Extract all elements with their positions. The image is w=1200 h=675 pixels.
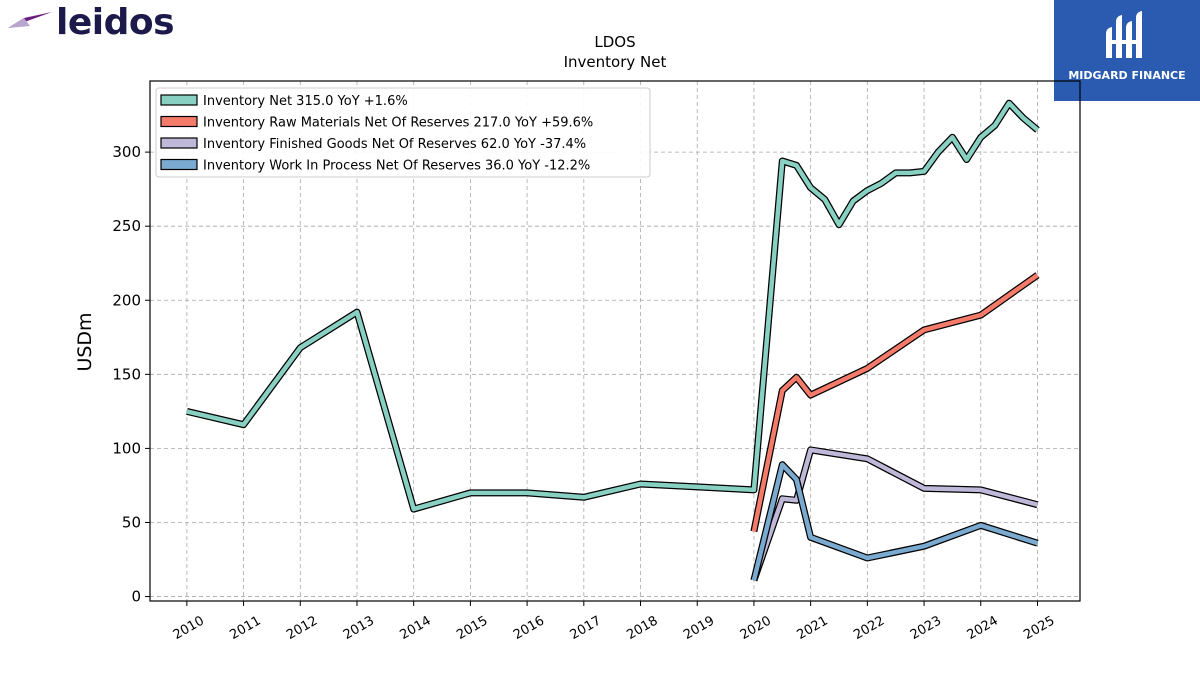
chart-subtitle: Inventory Net (564, 53, 667, 71)
x-tick-label-12: 2022 (851, 613, 887, 643)
x-tick-label-13: 2023 (908, 613, 944, 643)
x-tick-label-4: 2014 (398, 613, 434, 643)
midgard-finance-logo: MIDGARD FINANCE (1054, 0, 1200, 101)
series-line-3 (750, 461, 1039, 582)
x-tick-label-1: 2011 (227, 613, 263, 643)
x-tick-label-7: 2017 (568, 613, 604, 643)
legend-label-0: Inventory Net 315.0 YoY +1.6% (203, 94, 408, 109)
y-tick-label-2: 100 (112, 439, 141, 457)
series-line-0 (186, 99, 1040, 513)
legend: Inventory Net 315.0 YoY +1.6% Inventory R… (155, 87, 651, 178)
leidos-logo: leidos (6, 2, 176, 50)
x-tick-label-14: 2024 (965, 613, 1001, 643)
series-outline-2 (750, 446, 1039, 582)
x-tick-label-11: 2021 (794, 613, 830, 643)
legend-label-3: Inventory Work In Process Net Of Reserve… (203, 159, 590, 174)
y-axis-label: USDm (74, 312, 96, 371)
x-tick-label-10: 2020 (738, 613, 774, 643)
x-tick-label-8: 2018 (624, 613, 660, 643)
series-core-2 (751, 447, 1039, 582)
x-tick-label-2: 2012 (284, 613, 320, 643)
series-core-3 (751, 462, 1039, 581)
chart-title: LDOS (594, 33, 635, 51)
legend-swatch-2 (160, 137, 198, 149)
series-line-2 (750, 446, 1039, 582)
midgard-brand-text: MIDGARD FINANCE (1068, 69, 1186, 82)
legend-swatch-3 (160, 158, 198, 171)
y-tick-label-6: 300 (112, 143, 141, 161)
plot-frame (149, 80, 1081, 602)
series-core-0 (186, 100, 1039, 512)
y-tick-label-1: 50 (122, 513, 141, 531)
x-tick-label-15: 2025 (1021, 613, 1057, 643)
legend-swatch-1 (160, 115, 198, 128)
legend-swatch-0 (160, 94, 198, 106)
midgard-logo-mark (1106, 11, 1142, 58)
x-tick-label-3: 2013 (341, 613, 377, 643)
x-tick-label-5: 2015 (454, 613, 490, 643)
leidos-logo-mark (8, 12, 52, 28)
x-tick-label-9: 2019 (681, 613, 717, 643)
y-tick-label-5: 250 (112, 217, 141, 235)
y-tick-label-0: 0 (131, 588, 141, 606)
x-tick-label-6: 2016 (511, 613, 547, 643)
series-core-1 (751, 273, 1039, 532)
legend-label-1: Inventory Raw Materials Net Of Reserves … (203, 116, 593, 131)
y-tick-label-4: 200 (112, 291, 141, 309)
legend-box (155, 87, 651, 178)
x-tick-label-0: 2010 (171, 613, 207, 643)
series-line-1 (750, 272, 1040, 533)
leidos-wordmark: leidos (56, 2, 175, 43)
y-tick-label-3: 150 (112, 365, 141, 383)
legend-label-2: Inventory Finished Goods Net Of Reserves… (203, 137, 586, 152)
series-lines (186, 99, 1040, 582)
